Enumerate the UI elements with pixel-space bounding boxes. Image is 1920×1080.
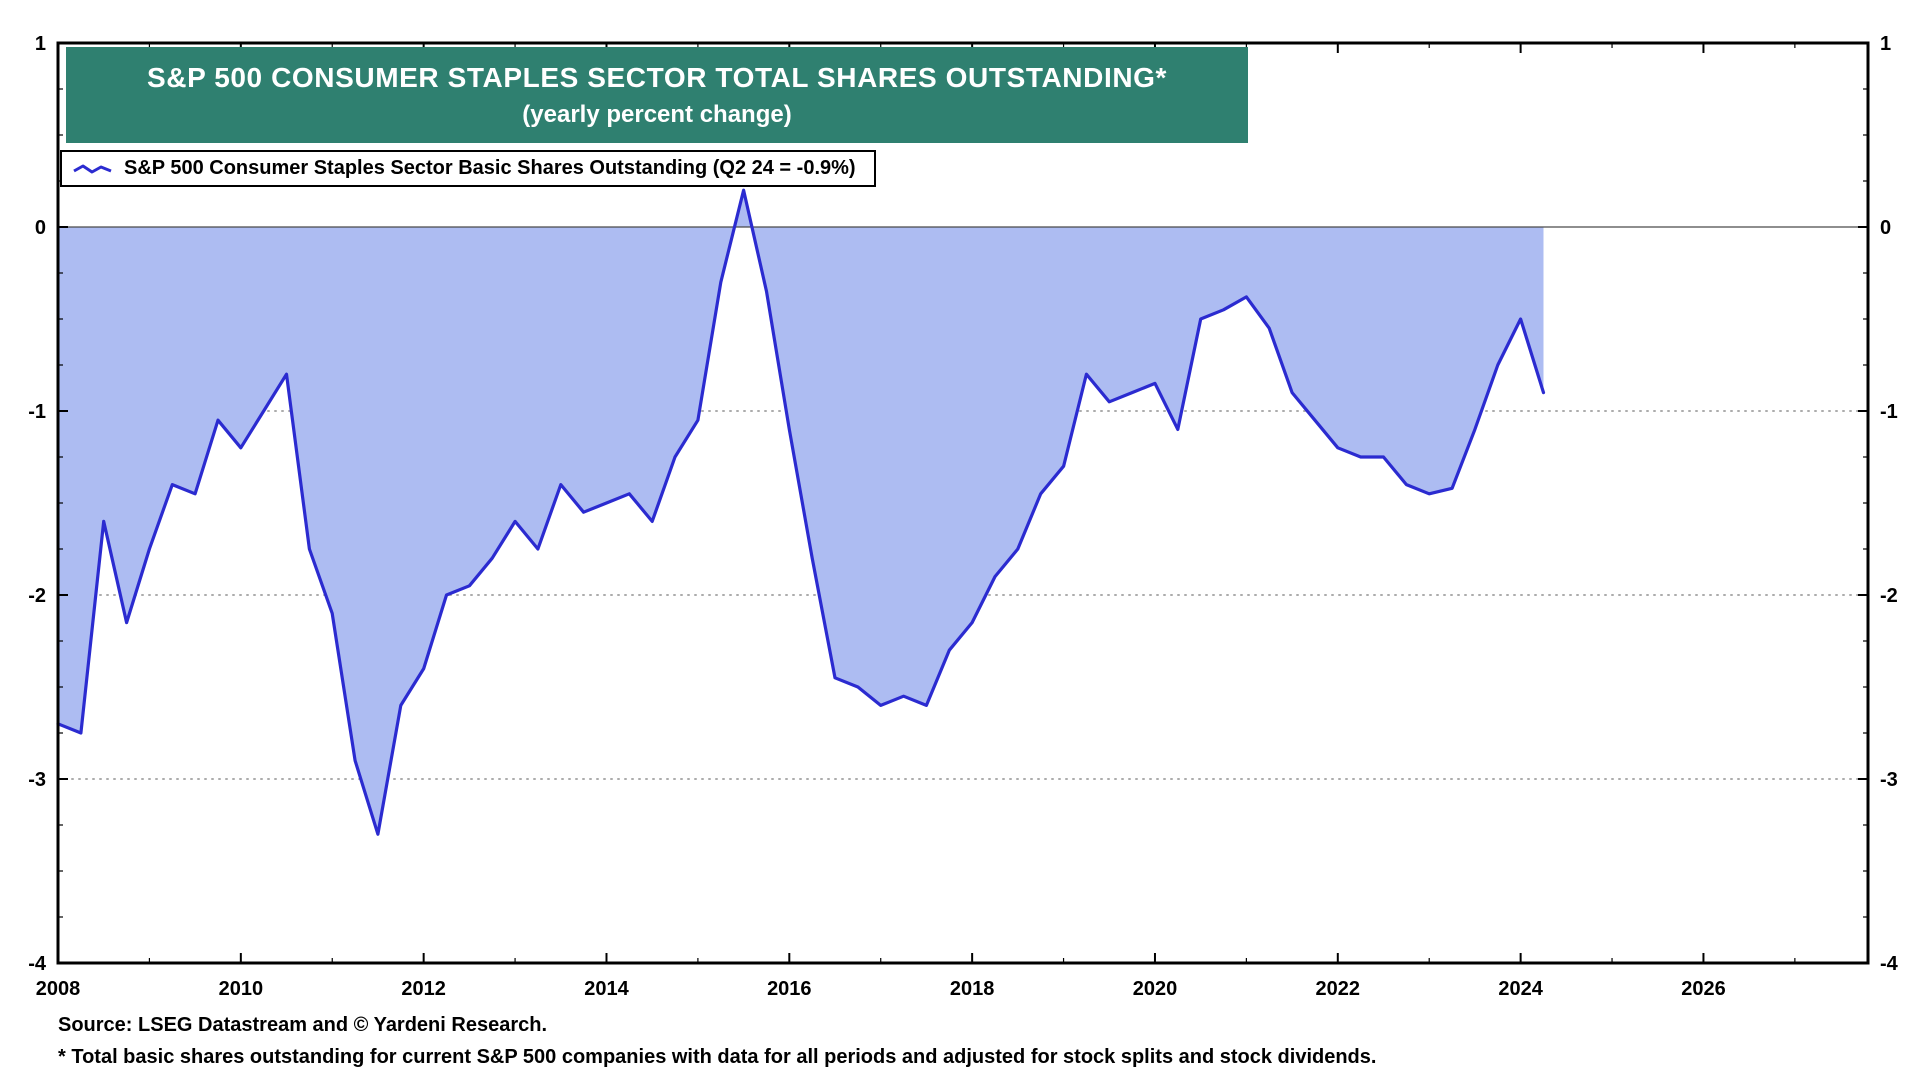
source-note: Source: LSEG Datastream and © Yardeni Re… (58, 1014, 548, 1036)
x-axis-label: 2018 (950, 978, 995, 1000)
y-axis-label-right: -1 (1880, 401, 1898, 423)
x-axis-label: 2012 (401, 978, 446, 1000)
y-axis-label-right: -3 (1880, 769, 1898, 791)
x-axis-label: 2022 (1316, 978, 1361, 1000)
y-axis-label-right: -2 (1880, 585, 1898, 607)
x-axis-label: 2008 (36, 978, 81, 1000)
y-axis-label-left: -3 (28, 769, 46, 791)
series-area-fill (58, 190, 1544, 835)
x-axis-label: 2010 (219, 978, 264, 1000)
x-axis-label: 2016 (767, 978, 812, 1000)
y-axis-label-left: 1 (35, 33, 46, 55)
y-axis-label-right: -4 (1880, 953, 1899, 975)
x-axis-label: 2014 (584, 978, 629, 1000)
legend-line-icon (73, 164, 112, 173)
footnote: * Total basic shares outstanding for cur… (58, 1046, 1377, 1068)
y-axis-label-right: 1 (1880, 33, 1891, 55)
y-axis-label-right: 0 (1880, 217, 1891, 239)
chart-title-banner: S&P 500 CONSUMER STAPLES SECTOR TOTAL SH… (66, 47, 1248, 143)
x-axis-label: 2020 (1133, 978, 1178, 1000)
chart-subtitle: (yearly percent change) (522, 100, 792, 128)
series-line (56, 188, 1546, 836)
plot-frame (56, 41, 1870, 965)
y-axis-label-left: -4 (28, 953, 47, 975)
y-axis-label-left: -1 (28, 401, 46, 423)
x-axis-label: 2024 (1498, 978, 1543, 1000)
legend-label: S&P 500 Consumer Staples Sector Basic Sh… (124, 157, 856, 179)
legend: S&P 500 Consumer Staples Sector Basic Sh… (60, 150, 876, 187)
chart-title: S&P 500 CONSUMER STAPLES SECTOR TOTAL SH… (146, 61, 1168, 93)
y-axis-label-left: -2 (28, 585, 46, 607)
x-axis-label: 2026 (1681, 978, 1726, 1000)
y-axis-label-left: 0 (35, 217, 46, 239)
